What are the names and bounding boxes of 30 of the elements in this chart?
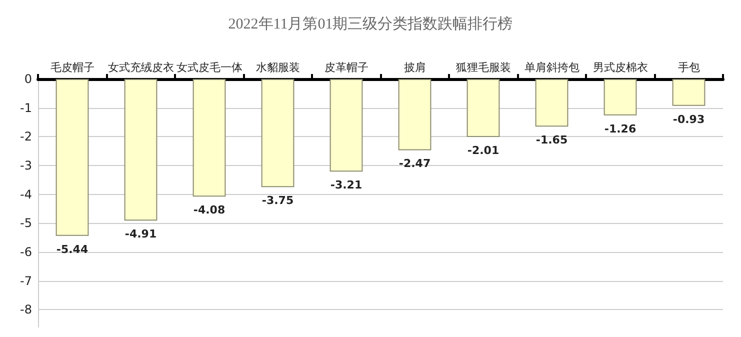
chart-title: 2022年11月第01期三级分类指数跌幅排行榜 xyxy=(228,16,513,32)
y-tick-label: -1 xyxy=(20,100,32,115)
x-tick-label: 狐狸毛服装 xyxy=(456,61,511,74)
y-tick-label: -2 xyxy=(20,130,32,144)
x-tick-label: 毛皮帽子 xyxy=(50,61,94,74)
data-label: -0.93 xyxy=(672,112,705,126)
x-tick-label: 手包 xyxy=(678,61,700,74)
x-tick-label: 单肩斜挎包 xyxy=(524,61,580,74)
data-label: -1.65 xyxy=(536,134,568,147)
x-tick-label: 皮革帽子 xyxy=(324,61,368,74)
y-tick-label: -8 xyxy=(20,302,32,317)
data-label: -2.01 xyxy=(467,144,500,157)
y-tick-label: -7 xyxy=(20,274,32,288)
data-label: -4.08 xyxy=(193,204,226,217)
x-tick-label: 男式皮棉衣 xyxy=(592,61,648,74)
data-label: -3.21 xyxy=(330,178,362,192)
x-tick-label: 水貂服装 xyxy=(256,61,300,74)
y-tick-label: 0 xyxy=(24,72,32,86)
y-tick-label: -3 xyxy=(20,158,32,173)
y-tick-label: -6 xyxy=(20,245,32,260)
y-tick-label: -4 xyxy=(20,187,32,202)
x-tick-label: 女式充绒皮衣 xyxy=(108,61,174,74)
x-tick-label: 女式皮毛一体 xyxy=(176,61,242,74)
data-label: -1.26 xyxy=(604,122,636,136)
x-tick-label: 披肩 xyxy=(404,61,426,74)
y-tick-label: -5 xyxy=(20,216,32,230)
data-label: -2.47 xyxy=(398,157,431,170)
data-label: -3.75 xyxy=(262,194,294,208)
data-label: -4.91 xyxy=(124,228,157,241)
data-label: -5.44 xyxy=(56,242,88,256)
